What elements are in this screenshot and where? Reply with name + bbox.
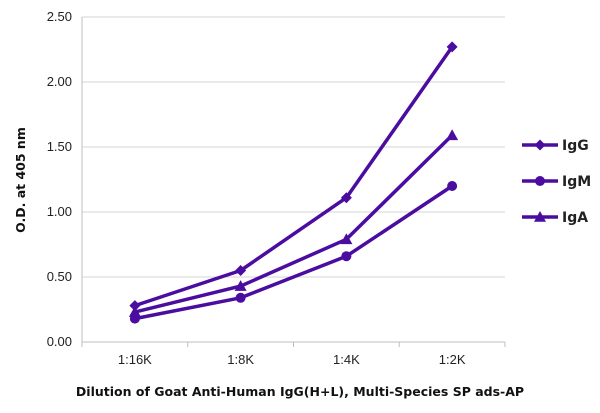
data-point [235,265,247,276]
legend: IgG IgM IgA [522,138,591,226]
x-tick-label: 1:16K [118,352,152,367]
data-point [340,192,352,204]
y-tick-label: 1.50 [47,139,72,154]
data-point [340,233,353,245]
series-igg [129,41,458,312]
data-point [129,300,141,312]
data-point [446,129,459,141]
legend-entry: IgM [522,174,591,190]
legend-entry: IgA [522,210,588,226]
legend-label: IgA [562,210,588,226]
series-line [134,134,454,314]
legend-marker [534,139,546,151]
legend-label: IgM [562,174,591,190]
series-line [134,184,454,321]
series-lines [128,41,459,324]
y-tick-label: 2.50 [47,9,72,24]
x-tick-label: 1:4K [333,352,360,367]
data-point [234,280,247,291]
x-tick-label: 1:8K [227,352,254,367]
series-line [134,45,454,308]
gridlines [82,16,505,278]
legend-entry: IgG [522,138,589,154]
legend-label: IgG [562,138,589,154]
y-tick-label: 0.00 [47,334,72,349]
legend-marker [534,211,546,222]
y-axis-title: O.D. at 405 nm [13,127,28,233]
data-point [341,251,352,262]
data-point [447,181,458,191]
data-point [128,306,141,317]
x-tick-label: 1:2K [439,352,466,367]
data-point [446,41,458,53]
series-iga [128,129,459,317]
legend-marker [535,176,545,186]
data-point [235,292,246,303]
x-axis-title: Dilution of Goat Anti-Human IgG(H+L), Mu… [76,384,524,399]
axes: 0.00 0.50 1.00 1.50 2.00 2.50 1:16K 1:8K 1:4K 1:2… [47,9,506,367]
y-tick-label: 0.50 [47,269,72,284]
y-tick-label: 2.00 [47,74,72,89]
y-tick-label: 1.00 [47,204,72,219]
